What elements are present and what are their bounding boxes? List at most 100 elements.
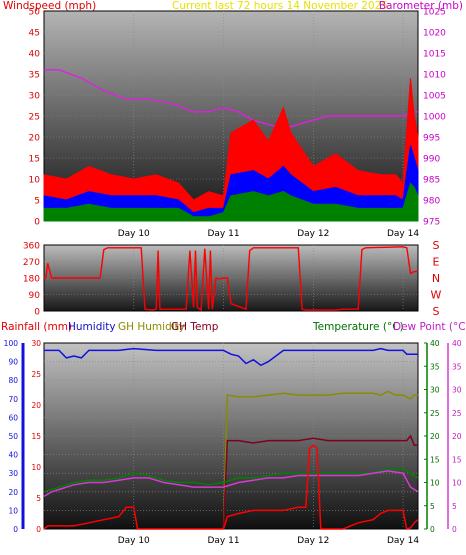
wind-series-3-area (43, 182, 419, 222)
climate-series-2-line (222, 434, 418, 530)
humidity-tick-label: 70 (8, 395, 18, 404)
climate-series-0-line (44, 347, 418, 367)
rainfall-tick-label: 30 (31, 339, 41, 348)
temperature-tick-label: 40 (430, 339, 440, 348)
wind-x-tick-label: Day 10 (118, 229, 150, 239)
windspeed-tick-label: 10 (29, 176, 41, 186)
temperature-tick-label: 25 (430, 409, 440, 418)
temperature-tick-label: 0 (430, 525, 435, 534)
temperature-tick-label: 30 (430, 386, 440, 395)
wind-barometer-panel: 0510152025303540455097598098599099510001… (3, 0, 463, 239)
climate-series-4-line (43, 470, 419, 498)
temperature-axis-title: Temperature (°C) (312, 321, 404, 333)
wind-x-tick-label: Day 12 (297, 229, 329, 239)
barometer-tick-label: 1015 (423, 50, 446, 60)
windspeed-tick-label: 5 (34, 197, 40, 207)
humidity-tick-label: 50 (8, 432, 18, 441)
direction-tick-label: 180 (23, 275, 40, 285)
windspeed-tick-label: 25 (29, 113, 40, 123)
barometer-tick-label: 990 (423, 155, 440, 165)
wind-x-tick-label: Day 11 (207, 229, 239, 239)
barometer-tick-label: 980 (423, 197, 440, 207)
wind-series-2-area (43, 145, 419, 222)
compass-label: E (433, 256, 440, 269)
barometer-axis-title: Barometer (mb) (379, 0, 463, 12)
humidity-tick-label: 100 (4, 339, 19, 348)
dewpoint-tick-label: 40 (452, 339, 462, 348)
wind-direction-line (43, 246, 418, 312)
dewpoint-tick-label: 0 (452, 525, 457, 534)
windspeed-tick-label: 45 (29, 29, 40, 39)
climate-x-tick-label: Day 10 (118, 536, 150, 546)
rainfall-tick-label: 25 (31, 370, 41, 379)
wind-series (43, 69, 419, 222)
barometer-tick-label: 1020 (423, 29, 446, 39)
humidity-tick-label: 30 (8, 469, 18, 478)
humidity-tick-label: 0 (13, 525, 18, 534)
rainfall-tick-label: 20 (31, 401, 41, 410)
windspeed-tick-label: 30 (29, 92, 41, 102)
dewpoint-tick-label: 15 (452, 455, 462, 464)
rainfall-tick-label: 5 (36, 494, 41, 503)
temperature-tick-label: 35 (430, 362, 440, 371)
climate-series-1-line (222, 390, 418, 530)
wind-x-tick-label: Day 14 (387, 229, 419, 239)
humidity-axis-title: Humidity (68, 321, 116, 333)
windspeed-axis-title: Windspeed (mph) (3, 0, 96, 12)
windspeed-tick-label: 15 (29, 155, 40, 165)
dewpoint-tick-label: 35 (452, 362, 462, 371)
windspeed-tick-label: 0 (34, 218, 40, 228)
barometer-line (44, 69, 418, 130)
humidity-tick-label: 90 (8, 358, 18, 367)
temperature-humidity-panel: 0102030405060708090100051015202530051015… (1, 321, 466, 546)
temperature-tick-label: 15 (430, 455, 440, 464)
windspeed-tick-label: 40 (29, 50, 41, 60)
wind-series-1-area (43, 78, 419, 222)
direction-grid (44, 245, 418, 311)
climate-grid (44, 343, 418, 529)
barometer-tick-label: 1025 (423, 8, 446, 18)
gh-humidity-axis-title: GH Humidity (118, 321, 185, 333)
direction-series (43, 246, 418, 312)
humidity-tick-label: 40 (8, 451, 18, 460)
dewpoint-tick-label: 30 (452, 386, 462, 395)
humidity-tick-label: 60 (8, 413, 18, 422)
temperature-tick-label: 5 (430, 502, 435, 511)
temperature-tick-label: 20 (430, 432, 440, 441)
compass-label: S (433, 239, 440, 252)
climate-x-tick-label: Day 11 (207, 536, 239, 546)
wind-axis-ticks: 0510152025303540455097598098599099510001… (29, 8, 447, 240)
gh-temp-axis-title: GH Temp (171, 321, 219, 333)
humidity-tick-label: 20 (8, 488, 18, 497)
dewpoint-tick-label: 10 (452, 479, 462, 488)
climate-series-3-line (43, 467, 419, 493)
dewpoint-tick-label: 5 (452, 502, 457, 511)
windspeed-tick-label: 35 (29, 71, 40, 81)
humidity-tick-label: 10 (8, 506, 18, 515)
climate-axis-ticks: 0102030405060708090100051015202530051015… (4, 339, 462, 546)
barometer-tick-label: 985 (423, 176, 440, 186)
dewpoint-axis-title: Dew Point (°C) (393, 321, 466, 333)
rainfall-axis-title: Rainfall (mm) (1, 321, 72, 333)
dewpoint-tick-label: 20 (452, 432, 462, 441)
barometer-tick-label: 995 (423, 134, 440, 144)
compass-label: S (433, 305, 440, 318)
windspeed-tick-label: 20 (29, 134, 41, 144)
climate-series-5-line (43, 444, 419, 530)
wind-chart-title: Current last 72 hours 14 November 2025 (172, 0, 388, 12)
rainfall-tick-label: 10 (31, 463, 41, 472)
climate-x-tick-label: Day 12 (297, 536, 329, 546)
humidity-tick-label: 80 (8, 376, 18, 385)
direction-tick-label: 360 (23, 242, 40, 252)
barometer-tick-label: 1005 (423, 92, 446, 102)
rainfall-tick-label: 0 (36, 525, 41, 534)
direction-tick-label: 90 (29, 291, 41, 301)
rainfall-tick-label: 15 (31, 432, 41, 441)
dewpoint-tick-label: 25 (452, 409, 462, 418)
direction-tick-label: 270 (23, 258, 40, 268)
compass-label: W (431, 289, 442, 302)
climate-x-tick-label: Day 14 (387, 536, 419, 546)
